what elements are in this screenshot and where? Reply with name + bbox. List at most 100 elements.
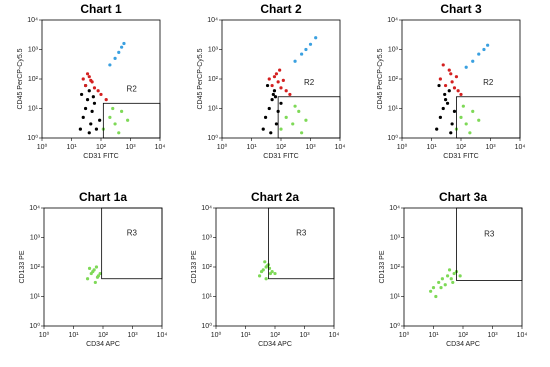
x-tick-label: 10⁰ [39, 331, 50, 339]
y-tick-label: 10² [208, 76, 219, 83]
event-dot [276, 80, 280, 84]
event-dot [445, 274, 450, 278]
event-dot [297, 109, 301, 113]
event-dot [314, 36, 318, 40]
event-dot [273, 271, 277, 276]
gate-label: R3 [296, 228, 307, 237]
event-dot [445, 101, 450, 105]
x-tick-label: 10² [96, 144, 107, 151]
event-dot [439, 286, 443, 290]
event-dot [434, 294, 438, 299]
event-dot [265, 83, 270, 88]
event-dot [85, 98, 90, 102]
event-dot [117, 50, 121, 54]
x-axis-label: CD34 APC [258, 341, 292, 348]
event-dot [120, 45, 124, 49]
event-dot [89, 122, 93, 126]
y-tick-label: 10² [390, 264, 401, 271]
event-dot [304, 118, 308, 122]
event-dot [452, 271, 456, 276]
x-axis-label: CD31 FITC [83, 153, 118, 160]
event-dot [449, 72, 453, 76]
y-tick-label: 10⁴ [201, 205, 212, 212]
event-dot [293, 104, 297, 108]
event-dot [288, 92, 292, 97]
x-tick-label: 10⁰ [37, 143, 48, 151]
event-dot [87, 131, 91, 135]
event-dot [91, 95, 95, 99]
x-tick-label: 10¹ [240, 332, 251, 339]
y-axis-label: CD133 PE [191, 250, 198, 283]
event-dot [87, 75, 91, 79]
event-dot [450, 80, 454, 84]
y-tick-label: 10¹ [28, 105, 39, 112]
event-dot [293, 59, 297, 63]
event-dot [83, 83, 88, 88]
chart-title: Chart 1 [80, 2, 122, 16]
event-dot [438, 115, 442, 119]
event-dot [300, 52, 304, 56]
gate-label: R2 [127, 84, 138, 93]
y-tick-label: 10⁴ [207, 17, 218, 24]
x-tick-label: 10³ [305, 144, 316, 151]
gate-label: R2 [483, 78, 494, 87]
event-dot [300, 131, 304, 135]
y-tick-label: 10⁴ [29, 205, 40, 212]
x-tick-label: 10⁴ [155, 144, 166, 151]
event-dot [451, 280, 455, 285]
event-dot [308, 42, 313, 46]
x-tick-label: 10² [458, 332, 469, 339]
y-tick-label: 10⁴ [27, 17, 38, 24]
event-dot [284, 89, 288, 93]
event-dot [83, 106, 88, 111]
event-dot [447, 268, 452, 272]
chart-title: Chart 1a [79, 190, 127, 204]
event-dot [274, 72, 279, 76]
event-dot [459, 115, 463, 119]
event-dot [477, 118, 481, 122]
plot-frame [215, 207, 335, 327]
event-dot [468, 131, 472, 135]
event-dot [464, 122, 468, 126]
x-tick-label: 10³ [125, 144, 136, 151]
x-axis-label: CD31 FITC [263, 153, 298, 160]
x-tick-label: 10⁴ [157, 332, 168, 339]
event-dot [120, 109, 124, 113]
y-tick-label: 10² [202, 264, 213, 271]
y-tick-label: 10³ [208, 46, 219, 53]
event-dot [461, 104, 465, 108]
event-dot [273, 95, 278, 99]
y-tick-label: 10¹ [30, 293, 41, 300]
event-dot [452, 86, 457, 90]
event-dot [267, 106, 271, 111]
event-dot [259, 269, 264, 274]
event-dot [459, 92, 463, 97]
y-axis-label: CD133 PE [379, 250, 386, 283]
event-dot [441, 63, 445, 67]
x-tick-label: 10⁰ [211, 331, 222, 339]
event-dot [441, 106, 445, 111]
event-dot [113, 122, 117, 126]
gate-label: R2 [304, 78, 315, 87]
event-dot [81, 77, 85, 81]
x-tick-label: 10¹ [426, 144, 437, 151]
event-dot [471, 59, 475, 63]
event-dot [126, 118, 130, 122]
x-tick-label: 10⁰ [217, 143, 228, 151]
y-tick-label: 10³ [28, 46, 39, 53]
event-dot [85, 72, 90, 76]
event-dot [291, 122, 295, 126]
y-tick-label: 10³ [388, 46, 399, 53]
x-tick-label: 10¹ [68, 332, 79, 339]
x-tick-label: 10³ [487, 332, 498, 339]
y-tick-label: 10⁰ [207, 134, 218, 142]
gate [456, 96, 521, 139]
event-dot [122, 41, 126, 46]
event-dot [471, 109, 475, 113]
event-dot [272, 75, 277, 79]
y-axis-label: CD45 PerCP-Cy5.5 [17, 48, 24, 109]
event-dot [450, 122, 454, 126]
chart-title: Chart 2a [251, 190, 299, 204]
x-axis-label: CD34 APC [86, 341, 120, 348]
event-dot [447, 89, 451, 93]
